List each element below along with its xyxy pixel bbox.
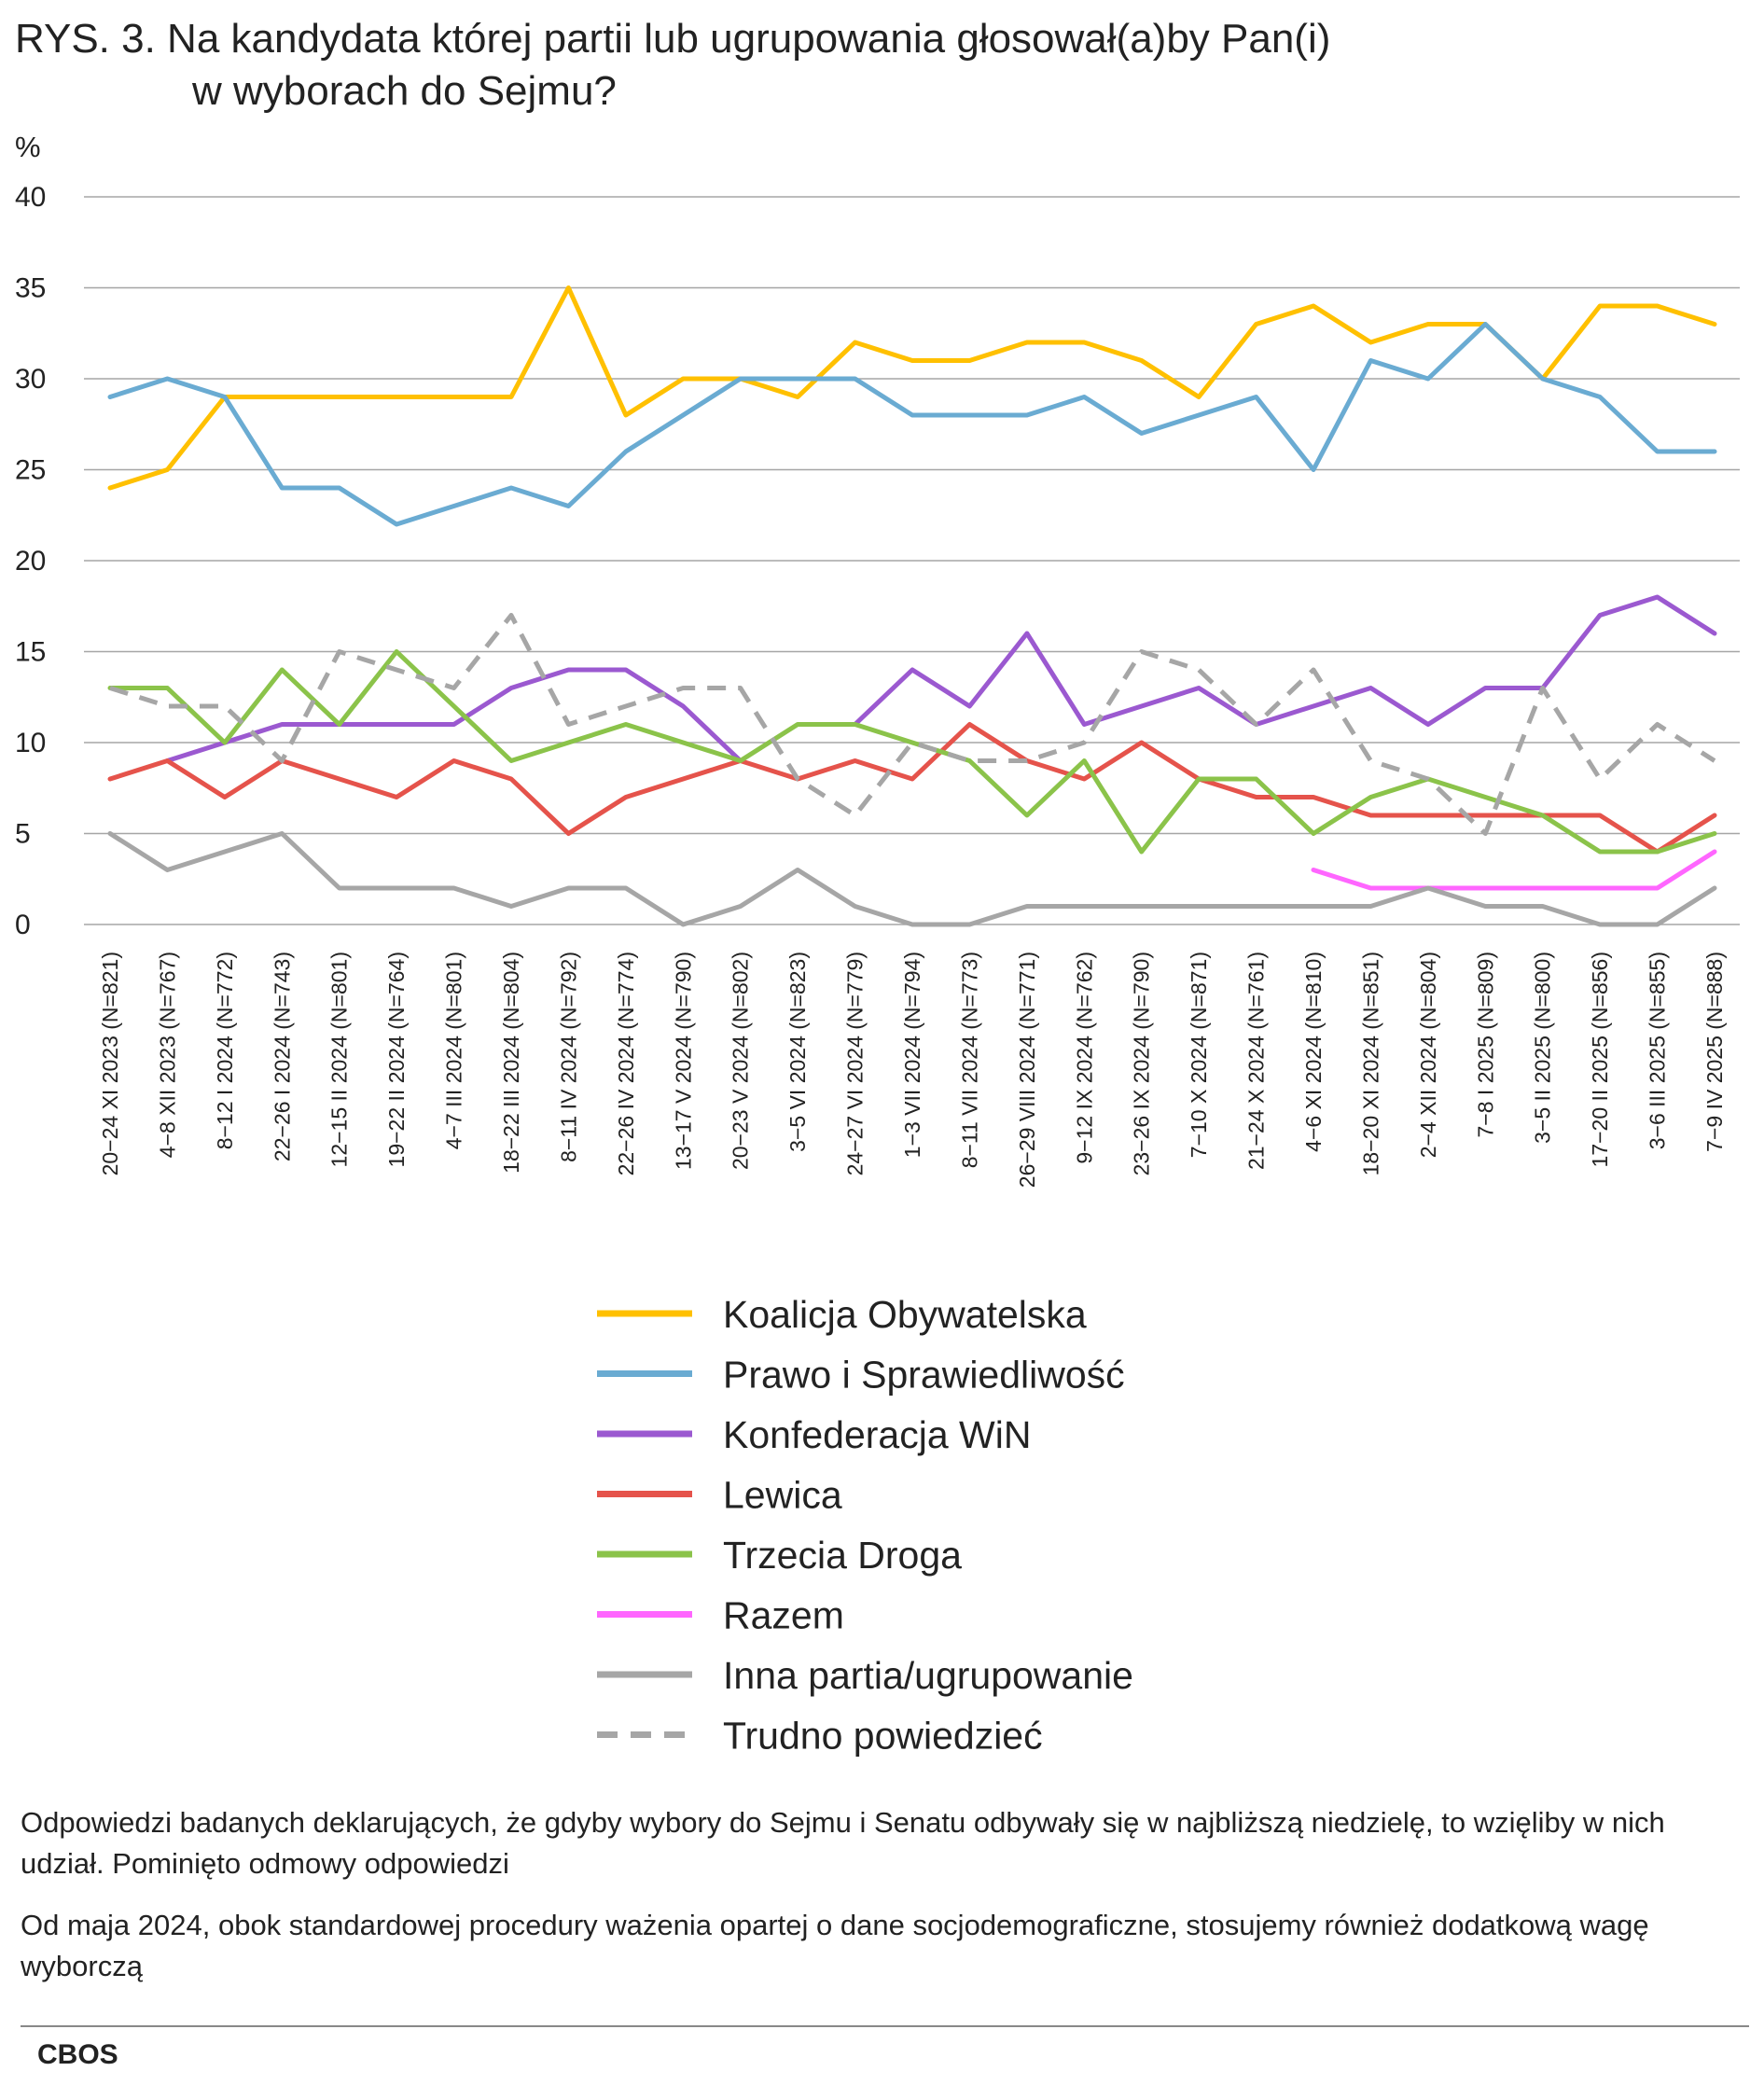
title-line-2: w wyborach do Sejmu? <box>192 68 617 114</box>
x-tick-label: 26−29 VIII 2024 (N=771) <box>1015 952 1039 1188</box>
x-axis-labels: 20−24 XI 2023 (N=821) 4−8 XII 2023 (N=767… <box>98 952 1727 1188</box>
x-tick-label: 24−27 VI 2024 (N=779) <box>843 952 868 1175</box>
legend-item-koalicja-obywatelska: Koalicja Obywatelska <box>597 1293 1087 1336</box>
series-line-konfederacja-win <box>164 594 1717 763</box>
x-tick-label: 12−15 II 2024 (N=801) <box>327 952 352 1167</box>
series-line-trzecia-droga <box>107 649 1717 855</box>
x-tick-label: 1−3 VII 2024 (N=794) <box>900 952 924 1158</box>
legend-item-razem: Razem <box>597 1594 844 1637</box>
x-tick-label: 2−4 XII 2024 (N=804) <box>1416 952 1440 1158</box>
x-tick-label: 22−26 IV 2024 (N=774) <box>614 952 638 1175</box>
y-tick-label-35: 35 <box>15 273 46 304</box>
x-tick-label: 20−23 V 2024 (N=802) <box>729 952 753 1170</box>
x-tick-label: 20−24 XI 2023 (N=821) <box>98 952 122 1175</box>
x-tick-label: 13−17 V 2024 (N=790) <box>671 952 695 1170</box>
x-tick-label: 23−26 IX 2024 (N=790) <box>1130 952 1154 1175</box>
series-line-razem <box>1311 849 1717 891</box>
legend-label: Lewica <box>723 1474 842 1517</box>
x-tick-label: 3−6 III 2025 (N=855) <box>1646 952 1670 1149</box>
x-tick-label: 8−12 I 2024 (N=772) <box>213 952 237 1149</box>
legend-label: Trzecia Droga <box>723 1534 962 1577</box>
legend: Koalicja Obywatelska Prawo i Sprawiedliwo… <box>597 1293 1133 1758</box>
legend-item-inna-partia-ugrupowanie: Inna partia/ugrupowanie <box>597 1654 1133 1697</box>
legend-label: Trudno powiedzieć <box>723 1715 1043 1758</box>
series-line-lewica <box>107 722 1717 855</box>
series-line-koalicja-obywatelska <box>107 285 1717 491</box>
legend-label: Konfederacja WiN <box>723 1413 1031 1456</box>
legend-item-trzecia-droga: Trzecia Droga <box>597 1534 962 1577</box>
x-tick-label: 19−22 II 2024 (N=764) <box>384 952 409 1167</box>
legend-label: Koalicja Obywatelska <box>723 1293 1087 1336</box>
x-tick-label: 8−11 IV 2024 (N=792) <box>556 952 580 1162</box>
x-tick-label: 17−20 II 2025 (N=856) <box>1588 952 1612 1167</box>
y-axis-unit: % <box>15 131 41 163</box>
y-tick-label-30: 30 <box>15 364 46 395</box>
legend-item-prawo-i-sprawiedliwosc: Prawo i Sprawiedliwość <box>597 1354 1125 1397</box>
legend-item-lewica: Lewica <box>597 1474 842 1517</box>
x-tick-label: 7−10 X 2024 (N=871) <box>1187 952 1211 1158</box>
x-tick-label: 18−22 III 2024 (N=804) <box>499 952 523 1174</box>
x-tick-label: 4−6 XI 2024 (N=810) <box>1301 952 1326 1152</box>
source-label: CBOS <box>37 2039 118 2070</box>
legend-label: Prawo i Sprawiedliwość <box>723 1354 1125 1397</box>
legend-label: Inna partia/ugrupowanie <box>723 1654 1133 1697</box>
x-tick-label: 18−20 XI 2024 (N=851) <box>1358 952 1382 1175</box>
y-tick-label-15: 15 <box>15 637 46 668</box>
legend-item-konfederacja-win: Konfederacja WiN <box>597 1413 1031 1456</box>
y-tick-label-10: 10 <box>15 728 46 758</box>
line-chart: 0 5 10 15 20 25 30 35 40 20−24 XI 2023 (N=821) 4−… <box>15 182 1740 1758</box>
gridlines <box>84 196 1740 925</box>
x-tick-label: 3−5 VI 2024 (N=823) <box>785 952 810 1152</box>
x-tick-label: 7−9 IV 2025 (N=888) <box>1702 952 1727 1152</box>
x-tick-label: 3−5 II 2025 (N=800) <box>1531 952 1555 1144</box>
series-line-trudno-powiedziec <box>109 613 1716 836</box>
chart-title: RYS. 3. Na kandydata której partii lub u… <box>15 13 1750 118</box>
x-tick-label: 8−11 VII 2024 (N=773) <box>957 952 981 1168</box>
y-tick-label-0: 0 <box>15 910 31 940</box>
legend-label: Razem <box>723 1594 844 1637</box>
series-line-inna-partia-ugrupowanie <box>107 831 1717 927</box>
x-tick-label: 9−12 IX 2024 (N=762) <box>1072 952 1096 1164</box>
series-lines <box>107 285 1717 927</box>
y-tick-label-25: 25 <box>15 455 46 486</box>
series-line-prawo-i-sprawiedliwosc <box>107 322 1717 527</box>
footnote-respondents: Odpowiedzi badanych deklarujących, że gd… <box>21 1806 1665 1880</box>
x-tick-label: 21−24 X 2024 (N=761) <box>1244 952 1269 1170</box>
x-tick-label: 4−8 XII 2023 (N=767) <box>155 952 179 1158</box>
y-tick-label-40: 40 <box>15 182 46 213</box>
x-tick-label: 22−26 I 2024 (N=743) <box>270 952 294 1161</box>
y-tick-label-5: 5 <box>15 819 31 850</box>
x-tick-label: 4−7 III 2024 (N=801) <box>442 952 466 1149</box>
x-tick-label: 7−8 I 2025 (N=809) <box>1473 952 1497 1137</box>
footnote-weighting: Od maja 2024, obok standardowej procedur… <box>21 1909 1649 1982</box>
legend-item-trudno-powiedziec: Trudno powiedzieć <box>597 1715 1043 1758</box>
y-tick-label-20: 20 <box>15 546 46 577</box>
title-line-1: RYS. 3. Na kandydata której partii lub u… <box>15 16 1331 62</box>
footer-divider <box>21 2025 1749 2027</box>
y-axis-ticks: 0 5 10 15 20 25 30 35 40 <box>15 182 46 940</box>
